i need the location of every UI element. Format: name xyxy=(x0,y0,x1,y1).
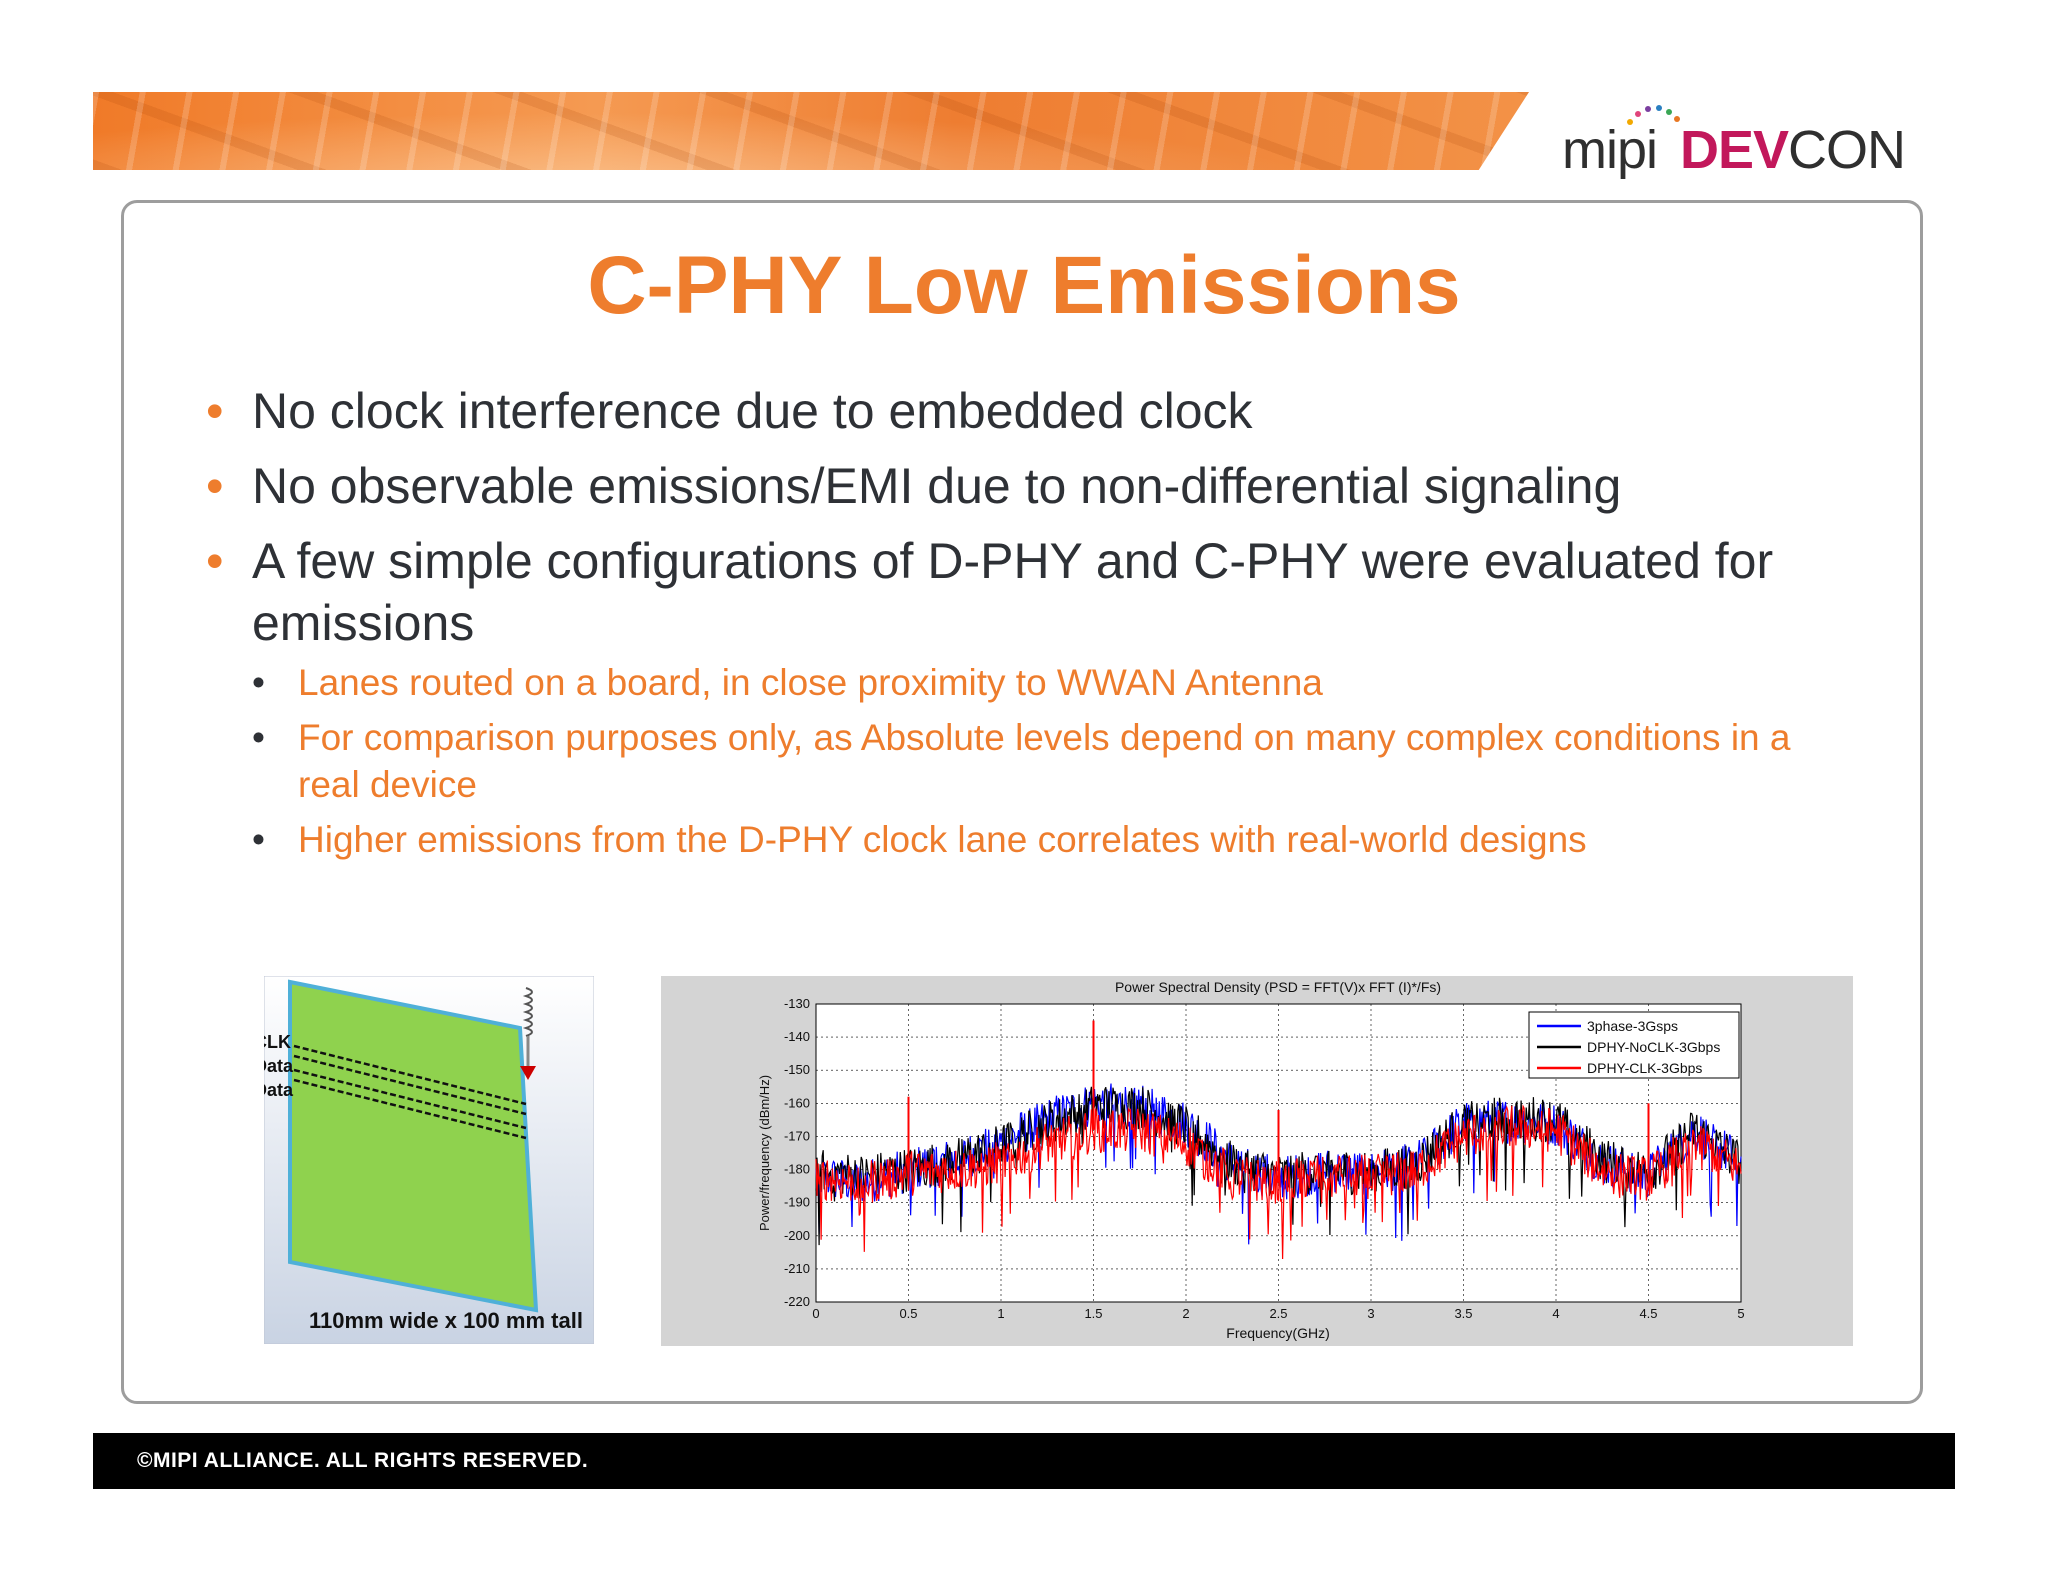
y-tick-label: -140 xyxy=(784,1029,810,1044)
x-tick-label: 3 xyxy=(1367,1306,1374,1321)
sub-bullet-text: Lanes routed on a board, in close proxim… xyxy=(298,662,1323,703)
bullet-dot-icon: • xyxy=(206,458,224,514)
copyright-text: ©MIPI ALLIANCE. ALL RIGHTS RESERVED. xyxy=(137,1449,589,1472)
antenna-icon xyxy=(520,987,536,1080)
legend-label: DPHY-CLK-3Gbps xyxy=(1587,1060,1702,1076)
board-caption: 110mm wide x 100 mm tall xyxy=(309,1308,583,1333)
x-tick-label: 2.5 xyxy=(1269,1306,1287,1321)
series-lines xyxy=(815,1020,1742,1260)
y-tick-label: -210 xyxy=(784,1261,810,1276)
y-tick-label: -200 xyxy=(784,1228,810,1243)
lane-traces xyxy=(293,1044,527,1140)
bullet-text: A few simple configurations of D-PHY and… xyxy=(252,533,1774,651)
y-tick-label: -150 xyxy=(784,1062,810,1077)
legend-label: DPHY-NoCLK-3Gbps xyxy=(1587,1039,1720,1055)
sub-bullet-item: • For comparison purposes only, as Absolu… xyxy=(200,714,1860,808)
y-tick-label: -190 xyxy=(784,1195,810,1210)
sub-bullet-item: • Lanes routed on a board, in close proxi… xyxy=(200,659,1860,706)
x-tick-label: 4.5 xyxy=(1639,1306,1657,1321)
x-tick-label: 2 xyxy=(1182,1306,1189,1321)
board-plane xyxy=(288,979,539,1313)
x-tick-label: 1 xyxy=(997,1306,1004,1321)
bullet-list: • No clock interference due to embedded c… xyxy=(200,380,1860,871)
chart-title: Power Spectral Density (PSD = FFT(V)x FF… xyxy=(1115,979,1441,995)
bullet-dot-icon: • xyxy=(206,383,224,439)
sub-bullet-dot-icon: • xyxy=(252,819,265,860)
lane-label: Lane_3_Data xyxy=(264,1080,294,1100)
logo-dev-text: DEV xyxy=(1680,120,1789,180)
logo-mipi-text: mipi xyxy=(1562,120,1658,180)
y-tick-labels: -130 -140 -150 -160 -170 -180 -190 -200 -210 -220 xyxy=(784,996,810,1309)
x-tick-label: 0 xyxy=(812,1306,819,1321)
y-tick-label: -220 xyxy=(784,1294,810,1309)
logo-devcon-text: DEVCON xyxy=(1680,120,1906,180)
lane-label: Lane_1_CLK xyxy=(264,1032,291,1052)
y-axis-label: Power/frequency (dBm/Hz) xyxy=(757,1075,772,1231)
footer-bar: ©MIPI ALLIANCE. ALL RIGHTS RESERVED. xyxy=(93,1433,1955,1489)
sub-bullet-item: • Higher emissions from the D-PHY clock l… xyxy=(200,816,1860,863)
y-tick-label: -130 xyxy=(784,996,810,1011)
y-tick-label: -160 xyxy=(784,1095,810,1110)
logo-dots-icon xyxy=(1627,105,1680,125)
bullet-text: No clock interference due to embedded cl… xyxy=(252,383,1253,439)
bullet-text: No observable emissions/EMI due to non-d… xyxy=(252,458,1622,514)
legend: 3phase-3Gsps DPHY-NoCLK-3Gbps DPHY-CLK-3Gb… xyxy=(1528,1011,1740,1079)
lane-label: Lane_2_Data xyxy=(264,1056,294,1076)
psd-chart: 0 0.5 1 1.5 2 2.5 3 3.5 4 4.5 5 -130-140-150-160-1… xyxy=(661,976,1853,1346)
bullet-item: • No observable emissions/EMI due to non-… xyxy=(200,455,1860,517)
bullet-dot-icon: • xyxy=(206,533,224,589)
sub-bullet-text: For comparison purposes only, as Absolut… xyxy=(298,717,1791,805)
y-tick-label: -180 xyxy=(784,1162,810,1177)
sub-bullet-dot-icon: • xyxy=(252,662,265,703)
x-axis-label: Frequency(GHz) xyxy=(1226,1325,1329,1341)
y-tick-label: -170 xyxy=(784,1128,810,1143)
bullet-item: • A few simple configurations of D-PHY an… xyxy=(200,530,1860,654)
x-tick-label: 0.5 xyxy=(899,1306,917,1321)
mipi-devcon-logo: mipi DEVCON xyxy=(1562,100,1906,180)
bullet-item: • No clock interference due to embedded c… xyxy=(200,380,1860,442)
slide-title: C-PHY Low Emissions xyxy=(587,240,1461,331)
logo-con-text: CON xyxy=(1788,120,1906,180)
header-banner xyxy=(93,92,1529,170)
x-tick-label: 3.5 xyxy=(1454,1306,1472,1321)
series-line xyxy=(815,1104,1742,1260)
legend-label: 3phase-3Gsps xyxy=(1587,1018,1678,1034)
sub-bullet-text: Higher emissions from the D-PHY clock la… xyxy=(298,819,1587,860)
board-layout-figure: Lane_1_CLK Lane_2_Data Lane_3_Data 110mm… xyxy=(264,976,594,1344)
x-tick-label: 5 xyxy=(1737,1306,1744,1321)
x-tick-label: 1.5 xyxy=(1084,1306,1102,1321)
x-tick-label: 4 xyxy=(1552,1306,1559,1321)
x-tick-labels: 0 0.5 1 1.5 2 2.5 3 3.5 4 4.5 5 xyxy=(812,1306,1744,1321)
sub-bullet-dot-icon: • xyxy=(252,717,265,758)
